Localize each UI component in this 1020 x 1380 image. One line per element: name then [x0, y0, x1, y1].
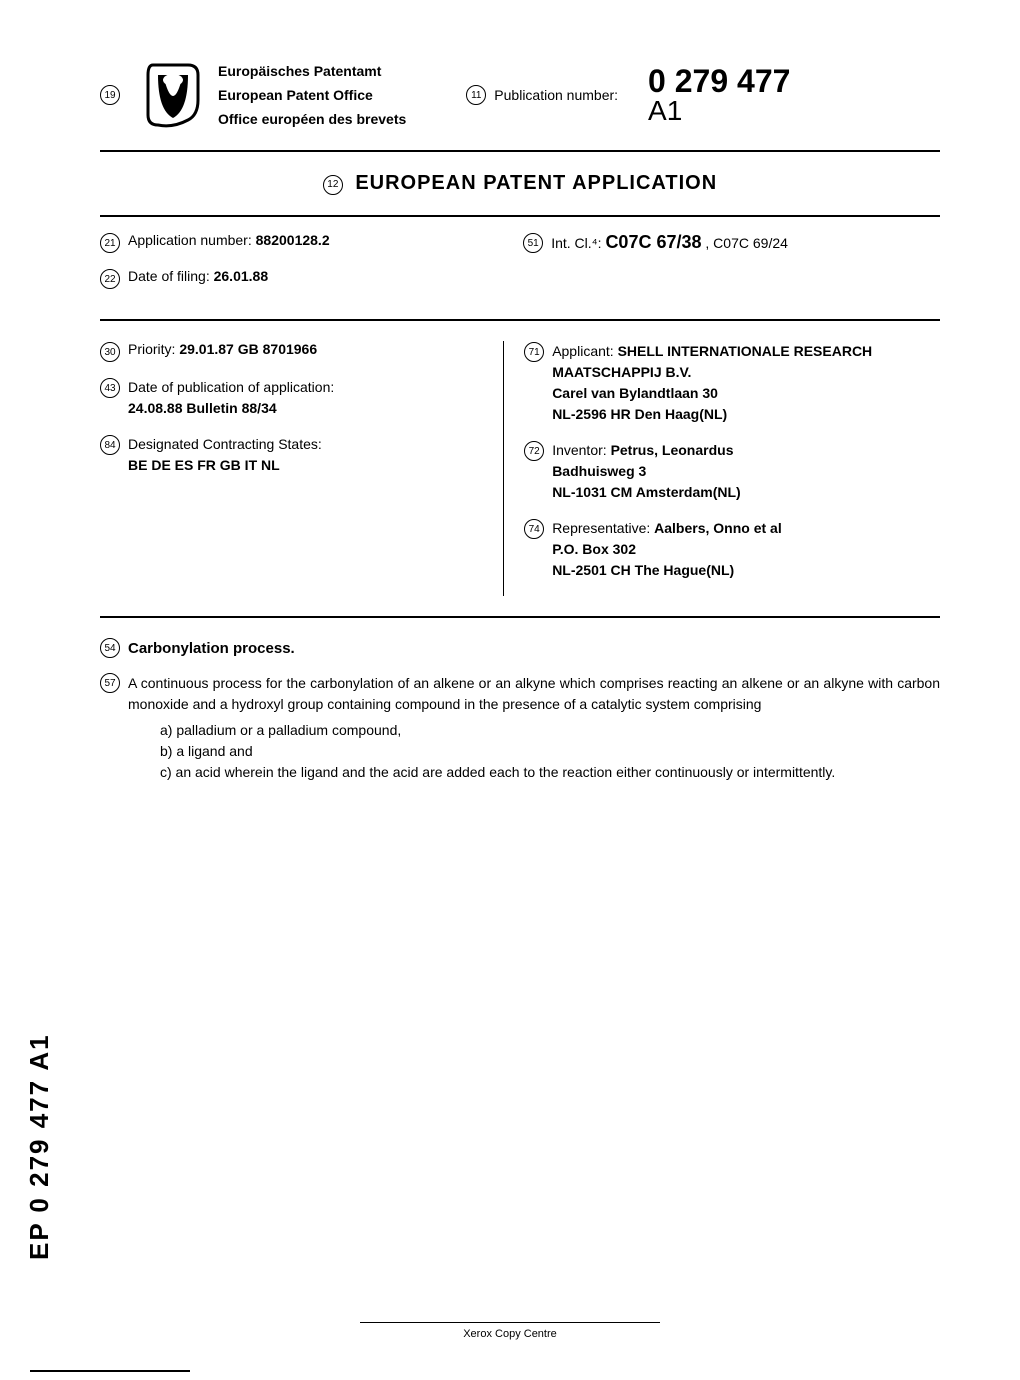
pub-circle-num: 11	[466, 85, 486, 105]
divider	[100, 215, 940, 217]
app-num-value: 88200128.2	[256, 232, 330, 248]
applicant-addr1: Carel van Bylandtlaan 30	[552, 385, 718, 401]
header: 19 Europäisches Patentamt European Paten…	[100, 60, 940, 130]
field-content: Applicant: SHELL INTERNATIONALE RESEARCH…	[552, 341, 940, 425]
pub-suffix: A1	[648, 95, 682, 127]
pubdate-circle: 43	[100, 378, 120, 398]
upper-fields: 21 Application number: 88200128.2 22 Dat…	[100, 232, 940, 304]
pubdate-value: 24.08.88 Bulletin 88/34	[128, 400, 277, 416]
priority-circle: 30	[100, 342, 120, 362]
office-name-de: Europäisches Patentamt	[218, 63, 406, 79]
abstract-item-c: c) an acid wherein the ligand and the ac…	[160, 762, 940, 783]
divider	[100, 319, 940, 321]
app-num-circle: 21	[100, 233, 120, 253]
rep-addr1: P.O. Box 302	[552, 541, 636, 557]
ipc-label: Int. Cl.⁴:	[551, 235, 605, 251]
inventor-addr1: Badhuisweg 3	[552, 463, 646, 479]
pub-label: Publication number:	[494, 87, 618, 103]
divider	[100, 150, 940, 152]
inventor-addr2: NL-1031 CM Amsterdam(NL)	[552, 484, 741, 500]
abstract-first-para: 57 A continuous process for the carbonyl…	[100, 673, 940, 715]
field-content: Inventor: Petrus, Leonardus Badhuisweg 3…	[552, 440, 940, 503]
footer: Xerox Copy Centre	[0, 1322, 1020, 1340]
vertical-reference: EP 0 279 477 A1	[24, 1033, 55, 1260]
ipc-rest: , C07C 69/24	[702, 235, 788, 251]
abstract-body-circle: 57	[100, 673, 120, 693]
upper-right-col: 51 Int. Cl.⁴: C07C 67/38 , C07C 69/24	[503, 232, 940, 304]
field-content: Application number: 88200128.2	[128, 232, 483, 248]
rep-label: Representative:	[552, 520, 654, 536]
rep-circle: 74	[524, 519, 544, 539]
representative-field: 74 Representative: Aalbers, Onno et al P…	[524, 518, 940, 581]
application-number-field: 21 Application number: 88200128.2	[100, 232, 483, 253]
inventor-name: Petrus, Leonardus	[611, 442, 734, 458]
pubdate-field: 43 Date of publication of application: 2…	[100, 377, 483, 419]
states-circle: 84	[100, 435, 120, 455]
applicant-circle: 71	[524, 342, 544, 362]
title-row: 12 EUROPEAN PATENT APPLICATION	[100, 172, 940, 195]
filing-date-field: 22 Date of filing: 26.01.88	[100, 268, 483, 289]
office-name-fr: Office européen des brevets	[218, 111, 406, 127]
filing-value: 26.01.88	[214, 268, 269, 284]
office-circle-num: 19	[100, 85, 120, 105]
inventor-field: 72 Inventor: Petrus, Leonardus Badhuiswe…	[524, 440, 940, 503]
filing-label: Date of filing:	[128, 268, 214, 284]
priority-value: 29.01.87 GB 8701966	[179, 341, 317, 357]
ipc-field: 51 Int. Cl.⁴: C07C 67/38 , C07C 69/24	[523, 232, 940, 253]
office-names: Europäisches Patentamt European Patent O…	[218, 63, 406, 127]
abstract-title-circle: 54	[100, 638, 120, 658]
priority-field: 30 Priority: 29.01.87 GB 8701966	[100, 341, 483, 362]
applicant-label: Applicant:	[552, 343, 617, 359]
abstract-title: Carbonylation process.	[128, 640, 295, 657]
applicant-addr2: NL-2596 HR Den Haag(NL)	[552, 406, 727, 422]
footer-text: Xerox Copy Centre	[463, 1328, 557, 1340]
filing-circle: 22	[100, 269, 120, 289]
abstract-title-row: 54 Carbonylation process.	[100, 638, 940, 658]
rep-name: Aalbers, Onno et al	[654, 520, 782, 536]
inventor-circle: 72	[524, 441, 544, 461]
document-title: EUROPEAN PATENT APPLICATION	[355, 172, 717, 194]
abstract-body: 57 A continuous process for the carbonyl…	[100, 673, 940, 783]
pub-number-wrapper: 0 279 477 A1	[648, 63, 790, 127]
pubdate-label: Date of publication of application:	[128, 379, 334, 395]
publication-number-area: 11 Publication number: 0 279 477 A1	[466, 63, 790, 127]
divider	[100, 616, 940, 618]
field-content: Int. Cl.⁴: C07C 67/38 , C07C 69/24	[551, 232, 940, 253]
field-content: Priority: 29.01.87 GB 8701966	[128, 341, 483, 357]
states-field: 84 Designated Contracting States: BE DE …	[100, 434, 483, 476]
states-value: BE DE ES FR GB IT NL	[128, 457, 280, 473]
abstract-item-a: a) palladium or a palladium compound,	[160, 720, 940, 741]
inventor-label: Inventor:	[552, 442, 610, 458]
epo-logo-icon	[143, 60, 203, 130]
field-content: Designated Contracting States: BE DE ES …	[128, 434, 483, 476]
applicant-field: 71 Applicant: SHELL INTERNATIONALE RESEA…	[524, 341, 940, 425]
footer-divider	[360, 1322, 660, 1323]
lower-left-col: 30 Priority: 29.01.87 GB 8701966 43 Date…	[100, 341, 503, 596]
lower-fields: 30 Priority: 29.01.87 GB 8701966 43 Date…	[100, 341, 940, 596]
abstract-item-b: b) a ligand and	[160, 741, 940, 762]
ipc-main: C07C 67/38	[605, 232, 701, 252]
field-content: Date of filing: 26.01.88	[128, 268, 483, 284]
rep-addr2: NL-2501 CH The Hague(NL)	[552, 562, 734, 578]
abstract-main-text: A continuous process for the carbonylati…	[128, 673, 940, 715]
lower-right-col: 71 Applicant: SHELL INTERNATIONALE RESEA…	[503, 341, 940, 596]
abstract-list: a) palladium or a palladium compound, b)…	[160, 720, 940, 762]
states-label: Designated Contracting States:	[128, 436, 322, 452]
upper-left-col: 21 Application number: 88200128.2 22 Dat…	[100, 232, 503, 304]
logo-area: Europäisches Patentamt European Patent O…	[128, 60, 406, 130]
title-circle-num: 12	[323, 175, 343, 195]
priority-label: Priority:	[128, 341, 179, 357]
field-content: Representative: Aalbers, Onno et al P.O.…	[552, 518, 940, 581]
field-content: Date of publication of application: 24.0…	[128, 377, 483, 419]
bottom-edge-line	[30, 1370, 190, 1372]
ipc-circle: 51	[523, 233, 543, 253]
app-num-label: Application number:	[128, 232, 256, 248]
office-name-en: European Patent Office	[218, 87, 406, 103]
